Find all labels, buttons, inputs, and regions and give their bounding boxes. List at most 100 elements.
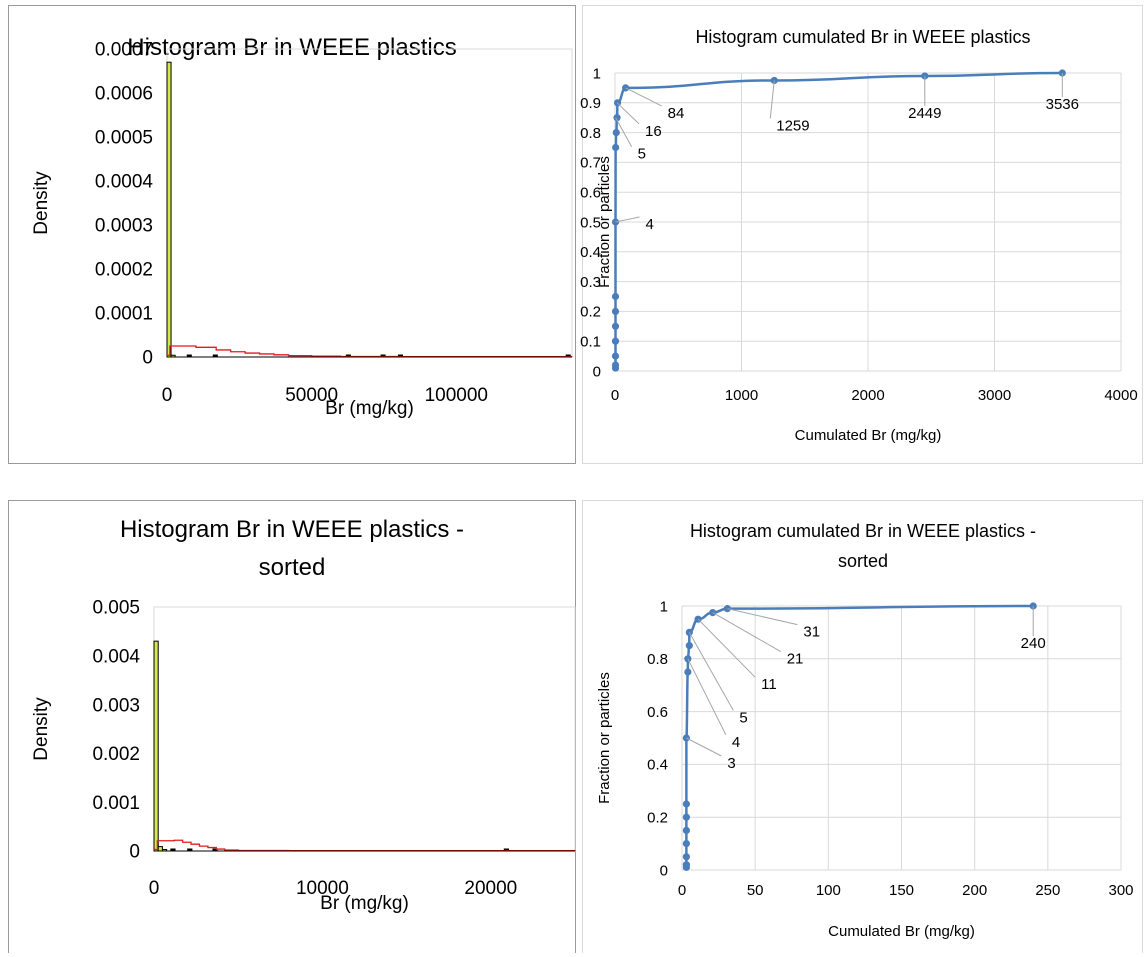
chart-title-line-1: Histogram Br in WEEE plastics - — [120, 516, 464, 543]
chart-title-line-2: sorted — [259, 554, 326, 581]
chart-title: Histogram cumulated Br in WEEE plastics — [695, 27, 1030, 47]
chart-title: Histogram Br in WEEE plastics — [127, 34, 456, 61]
x-tick-label: 300 — [1108, 882, 1133, 899]
density-curve — [167, 345, 573, 358]
histogram-bar — [153, 640, 159, 852]
x-tick-label: 150 — [889, 882, 914, 899]
x-axis-label: Cumulated Br (mg/kg) — [828, 923, 975, 940]
y-tick-label: 0 — [660, 862, 668, 879]
y-tick-label: 0.0004 — [95, 172, 154, 193]
annotation-label: 4 — [732, 734, 740, 751]
x-tick-label: 0 — [149, 878, 160, 899]
x-tick-label: 3000 — [978, 387, 1011, 404]
data-point — [611, 352, 620, 360]
chart-histogram-sorted: Histogram Br in WEEE plastics - sorted 0 0.… — [31, 516, 576, 914]
chart-title-line-2: sorted — [838, 551, 888, 571]
x-tick-label: 0 — [611, 387, 619, 404]
annotation-label: 31 — [803, 624, 820, 641]
data-point — [682, 813, 690, 821]
annotation-leader-line — [727, 608, 798, 626]
annotation-leader-line — [616, 102, 640, 125]
y-tick-label: 0 — [593, 363, 601, 380]
y-tick-label: 0.005 — [92, 598, 140, 619]
plot-area — [166, 48, 573, 358]
y-tick-label: 1 — [660, 598, 668, 615]
data-point — [613, 114, 621, 122]
y-tick-label: 0.003 — [92, 695, 140, 716]
x-tick-label: 100 — [816, 882, 841, 899]
y-tick-label: 0.4 — [580, 244, 601, 261]
y-tick-label: 0.8 — [647, 651, 668, 668]
chart-panel-cumulated-sorted: Histogram cumulated Br in WEEE plastics … — [582, 500, 1143, 953]
data-point — [682, 853, 690, 861]
x-tick-label: 20000 — [464, 878, 517, 899]
chart-title-line-1: Histogram cumulated Br in WEEE plastics … — [690, 521, 1036, 541]
annotation-label: 240 — [1021, 635, 1046, 652]
data-point — [611, 337, 620, 345]
data-point — [682, 861, 690, 869]
x-tick-label: 100000 — [425, 385, 488, 406]
annotation-leader-line — [712, 612, 781, 653]
data-point — [723, 605, 731, 613]
x-tick-label: 4000 — [1104, 387, 1137, 404]
y-tick-label: 0.0003 — [95, 216, 153, 237]
y-tick-label: 0.002 — [92, 744, 140, 765]
data-point — [622, 84, 630, 92]
annotation-leader-line — [687, 658, 727, 736]
x-tick-label: 200 — [962, 882, 987, 899]
x-axis-label: Cumulated Br (mg/kg) — [795, 427, 942, 444]
annotation-label: 1259 — [776, 117, 809, 134]
annotation-leader-line — [686, 737, 722, 757]
data-point — [682, 826, 690, 834]
y-tick-label: 0.6 — [580, 184, 601, 201]
annotation-label: 84 — [668, 105, 685, 122]
annotation-label: 5 — [638, 146, 646, 163]
chart-histogram: Histogram Br in WEEE plastics 0 0.0001 0.00… — [31, 34, 573, 419]
data-point — [611, 322, 620, 330]
x-tick-label: 2000 — [851, 387, 884, 404]
x-tick-label: 50 — [747, 882, 764, 899]
annotation-label: 3536 — [1046, 96, 1079, 113]
histogram-bar — [157, 846, 163, 852]
data-point — [682, 800, 690, 808]
data-point — [682, 734, 690, 742]
y-tick-label: 0 — [129, 842, 140, 863]
annotation-label: 11 — [761, 676, 777, 693]
annotation-label: 4 — [646, 216, 654, 233]
x-tick-label: 1000 — [725, 387, 758, 404]
y-tick-label: 0.5 — [580, 214, 601, 231]
y-tick-label: 0.0007 — [95, 40, 153, 61]
chart-cumulated: Histogram cumulated Br in WEEE plastics 0… — [580, 27, 1138, 444]
annotation-leader-line — [697, 618, 756, 678]
annotation-leader-line — [688, 632, 734, 711]
annotation-leader-line — [625, 87, 662, 107]
y-tick-label: 0.0005 — [95, 128, 153, 149]
data-point — [709, 609, 717, 617]
y-tick-label: 0.001 — [92, 793, 140, 814]
y-tick-label: 0.7 — [580, 155, 601, 172]
annotation-label: 16 — [645, 123, 662, 140]
x-tick-label: 10000 — [296, 878, 349, 899]
annotation-leader-line — [615, 117, 633, 147]
x-axis-label: Br (mg/kg) — [325, 398, 414, 419]
data-point — [685, 642, 693, 650]
y-tick-label: 0.0006 — [95, 84, 153, 105]
annotation-label: 2449 — [908, 105, 941, 122]
x-tick-label: 50000 — [285, 385, 338, 406]
data-point — [684, 668, 692, 676]
chart-panel-cumulated: Histogram cumulated Br in WEEE plastics 0… — [580, 5, 1143, 464]
x-tick-label: 250 — [1035, 882, 1060, 899]
x-tick-label: 0 — [678, 882, 686, 899]
data-point — [682, 840, 690, 848]
y-axis-label: Fraction or particles — [596, 156, 613, 288]
annotation-label: 3 — [727, 755, 735, 772]
plot-area — [153, 606, 576, 852]
data-point — [611, 292, 620, 301]
y-tick-label: 0 — [142, 348, 153, 369]
y-axis-label: Density — [31, 171, 52, 235]
annotation-label: 21 — [787, 651, 804, 668]
y-axis-label: Fraction or particles — [596, 672, 613, 804]
data-point — [611, 218, 620, 226]
y-tick-label: 0.3 — [580, 274, 601, 291]
y-tick-label: 0.004 — [92, 646, 140, 667]
